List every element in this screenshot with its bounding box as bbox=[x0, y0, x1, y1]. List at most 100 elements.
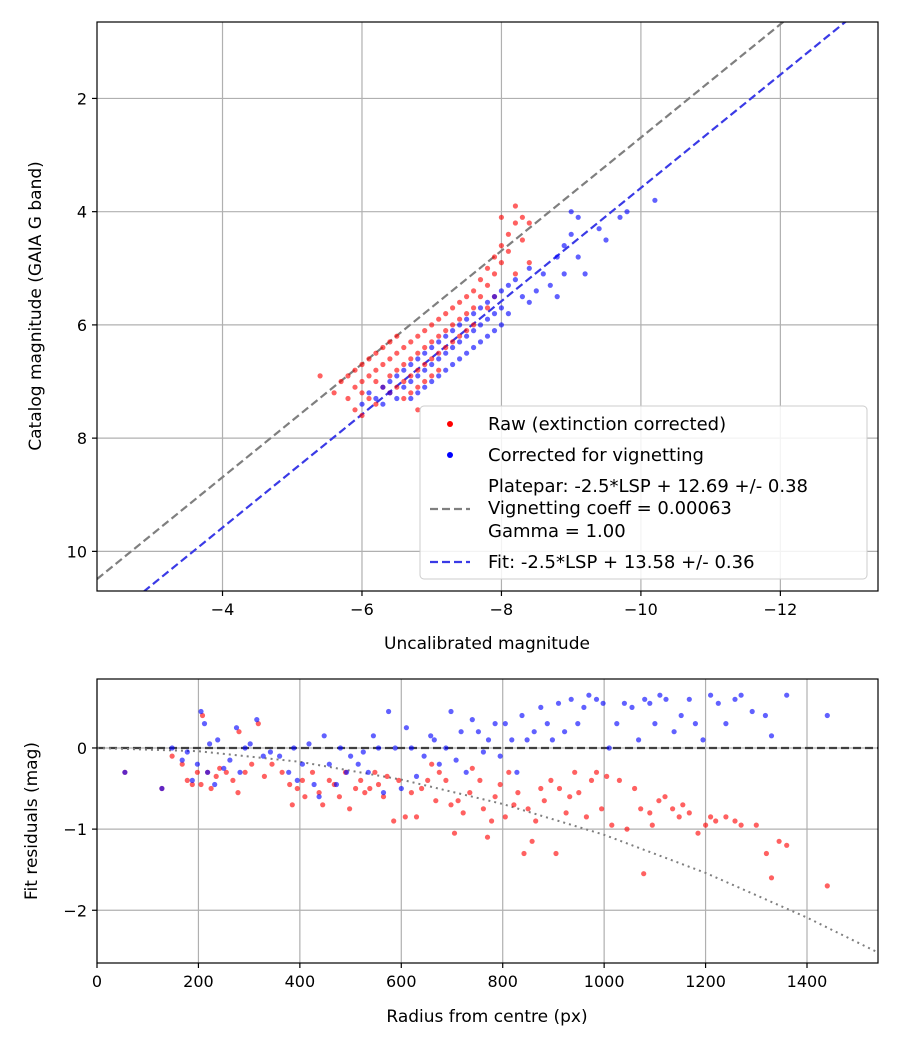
top-point-series-0 bbox=[373, 401, 379, 407]
top-point-series-1 bbox=[408, 361, 414, 368]
top-point-series-0 bbox=[457, 316, 463, 322]
top-point-series-0 bbox=[352, 384, 358, 390]
bottom-point-series-1 bbox=[343, 769, 350, 775]
legend-label-corrected: Corrected for vignetting bbox=[488, 445, 704, 466]
top-point-series-1 bbox=[617, 214, 623, 220]
bottom-point-series-0 bbox=[367, 785, 373, 792]
top-point-series-0 bbox=[408, 373, 414, 379]
bottom-point-series-1 bbox=[194, 761, 200, 767]
bottom-point-series-1 bbox=[299, 761, 305, 767]
bottom-point-series-1 bbox=[549, 737, 556, 743]
bottom-point-series-0 bbox=[169, 753, 175, 759]
top-x-axis-label: Uncalibrated magnitude bbox=[384, 634, 590, 654]
bottom-point-series-1 bbox=[636, 737, 642, 743]
bottom-point-series-0 bbox=[662, 794, 668, 800]
top-point-series-0 bbox=[373, 378, 379, 385]
bottom-point-series-0 bbox=[469, 765, 475, 771]
bottom-point-series-1 bbox=[291, 745, 297, 751]
bottom-point-series-1 bbox=[509, 737, 515, 743]
top-point-series-0 bbox=[401, 395, 407, 402]
top-point-series-0 bbox=[436, 350, 442, 356]
top-point-series-1 bbox=[477, 339, 484, 345]
top-point-series-0 bbox=[394, 333, 400, 339]
top-point-series-1 bbox=[359, 401, 365, 407]
top-point-series-0 bbox=[498, 214, 504, 220]
top-point-series-0 bbox=[345, 395, 351, 402]
bottom-point-series-1 bbox=[348, 753, 354, 759]
top-point-series-0 bbox=[491, 254, 498, 260]
bottom-point-series-0 bbox=[448, 802, 454, 808]
top-point-series-1 bbox=[457, 356, 463, 362]
bottom-point-series-0 bbox=[641, 871, 647, 877]
top-point-series-1 bbox=[491, 294, 498, 300]
bottom-point-series-1 bbox=[463, 769, 469, 775]
bottom-point-series-0 bbox=[429, 761, 435, 767]
top-point-series-1 bbox=[505, 311, 511, 317]
top-point-series-0 bbox=[401, 344, 407, 351]
bottom-point-series-0 bbox=[599, 806, 605, 812]
bottom-point-series-0 bbox=[732, 818, 738, 824]
top-point-series-1 bbox=[477, 322, 484, 328]
bottom-point-series-1 bbox=[316, 794, 322, 800]
bottom-point-series-1 bbox=[221, 765, 227, 771]
bottom-point-series-1 bbox=[212, 781, 218, 788]
top-x-tick-label: −6 bbox=[350, 600, 374, 619]
top-point-series-0 bbox=[366, 356, 372, 362]
top-point-series-1 bbox=[373, 395, 379, 402]
top-point-series-0 bbox=[338, 378, 344, 385]
bottom-point-series-0 bbox=[638, 806, 644, 812]
bottom-point-series-1 bbox=[469, 717, 475, 723]
bottom-point-series-1 bbox=[723, 721, 729, 727]
bottom-point-series-1 bbox=[207, 741, 213, 747]
bottom-point-series-0 bbox=[223, 769, 229, 775]
bottom-point-series-0 bbox=[433, 798, 439, 804]
top-point-series-0 bbox=[484, 282, 491, 288]
top-point-series-1 bbox=[443, 333, 449, 339]
bottom-point-series-1 bbox=[524, 737, 530, 743]
bottom-point-series-1 bbox=[337, 745, 343, 751]
bottom-point-series-0 bbox=[194, 769, 200, 775]
top-point-series-0 bbox=[519, 237, 526, 243]
top-point-series-0 bbox=[373, 350, 379, 356]
bottom-point-series-1 bbox=[657, 692, 663, 698]
bottom-point-series-0 bbox=[358, 777, 364, 784]
top-point-series-0 bbox=[422, 361, 428, 368]
bottom-point-series-1 bbox=[768, 733, 775, 739]
bottom-point-series-0 bbox=[616, 777, 623, 784]
bottom-point-series-0 bbox=[489, 818, 495, 824]
top-point-series-1 bbox=[568, 209, 574, 215]
bottom-point-series-1 bbox=[215, 737, 221, 743]
bottom-point-series-0 bbox=[316, 790, 322, 796]
top-point-series-0 bbox=[450, 305, 456, 311]
bottom-point-series-0 bbox=[533, 818, 539, 824]
top-point-series-1 bbox=[464, 333, 470, 339]
legend: Raw (extinction corrected) Corrected for… bbox=[419, 405, 868, 580]
top-point-series-1 bbox=[415, 356, 421, 362]
bottom-point-series-0 bbox=[362, 790, 368, 796]
top-point-series-1 bbox=[498, 322, 504, 328]
top-point-series-1 bbox=[450, 328, 456, 334]
legend-label-raw: Raw (extinction corrected) bbox=[488, 414, 726, 435]
top-point-series-1 bbox=[450, 344, 456, 351]
top-x-tick-label: −4 bbox=[211, 600, 235, 619]
top-point-series-1 bbox=[380, 401, 386, 407]
top-point-series-1 bbox=[484, 299, 491, 305]
bottom-point-series-0 bbox=[502, 814, 508, 820]
top-point-series-1 bbox=[471, 311, 477, 317]
bottom-point-series-1 bbox=[326, 761, 332, 767]
top-point-series-0 bbox=[415, 407, 421, 413]
top-point-series-1 bbox=[603, 237, 609, 243]
top-plot-panel: −4 −6 −8 −10 −12 2 4 6 8 10 Uncalibrated magnitu… bbox=[26, 21, 879, 654]
bottom-point-series-1 bbox=[375, 745, 382, 751]
bottom-point-series-0 bbox=[480, 806, 486, 812]
top-point-series-0 bbox=[373, 367, 379, 373]
top-point-series-1 bbox=[443, 367, 449, 373]
top-point-series-1 bbox=[380, 384, 386, 390]
top-point-series-0 bbox=[512, 203, 519, 209]
top-point-series-1 bbox=[471, 328, 477, 334]
top-x-tick-label: −8 bbox=[490, 600, 514, 619]
bottom-point-series-0 bbox=[402, 814, 408, 820]
bottom-point-series-0 bbox=[538, 785, 544, 792]
top-point-series-1 bbox=[422, 384, 428, 390]
